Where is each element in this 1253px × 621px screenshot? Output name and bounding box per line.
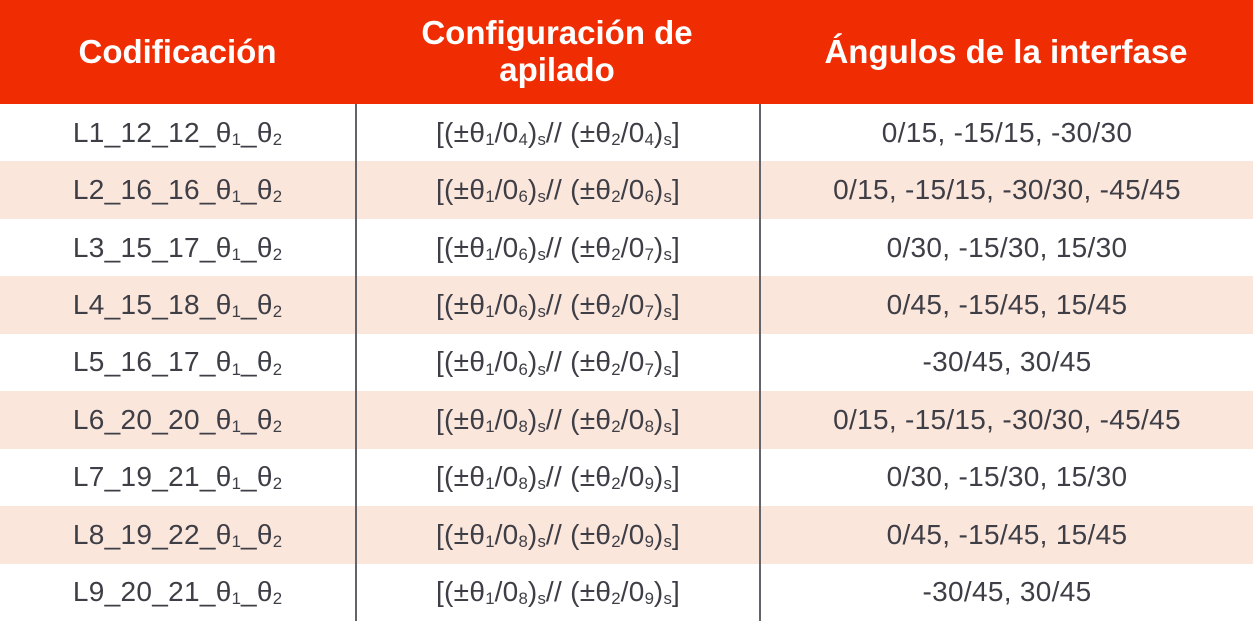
code-cell: L7_19_21_θ 1 _θ 2 (72, 461, 283, 494)
angles-cell: -30/45, 30/45 (759, 333, 1253, 392)
config-cell: [(±θ 1/0 6) s // (±θ 2/0 7) s] (355, 218, 759, 277)
config-cell: [(±θ 1/0 6) s // (±θ 2/0 7) s] (355, 333, 759, 392)
code-cell: L5_16_17_θ 1 _θ 2 (72, 346, 283, 379)
angles-cell: -30/45, 30/45 (759, 563, 1253, 621)
table-row: L3_15_17_θ 1 _θ 2 [(±θ 1/0 6) s // (±θ 2/0 7) s] … (0, 218, 1253, 277)
table-row: L5_16_17_θ 1 _θ 2 [(±θ 1/0 6) s // (±θ 2/0 7) s] … (0, 333, 1253, 392)
config-cell: [(±θ 1/0 6) s // (±θ 2/0 7) s] (355, 276, 759, 334)
table-row: L1_12_12_θ 1 _θ 2 [(±θ 1/0 4) s // (±θ 2/0 4) s] … (0, 104, 1253, 162)
table-row: L9_20_21_θ 1 _θ 2 [(±θ 1/0 8) s // (±θ 2/0 9) s] … (0, 563, 1253, 621)
table-row: L8_19_22_θ 1 _θ 2 [(±θ 1/0 8) s // (±θ 2/0 9) s] … (0, 506, 1253, 564)
code-cell: L8_19_22_θ 1 _θ 2 (72, 518, 283, 551)
angles-cell: 0/15, -15/15, -30/30, -45/45 (759, 391, 1253, 449)
header-codificacion-label: Codificación (78, 32, 277, 70)
config-cell: [(±θ 1/0 8) s // (±θ 2/0 9) s] (355, 563, 759, 621)
code-cell: L1_12_12_θ 1 _θ 2 (72, 116, 283, 149)
angles-cell: 0/45, -15/45, 15/45 (759, 506, 1253, 564)
table-body: L1_12_12_θ 1 _θ 2 [(±θ 1/0 4) s // (±θ 2/0 4) s] … (0, 104, 1253, 621)
header-angulos-interfase-label: Ángulos de la interfase (824, 32, 1188, 70)
config-cell: [(±θ 1/0 8) s // (±θ 2/0 9) s] (355, 448, 759, 507)
code-cell: L4_15_18_θ 1 _θ 2 (72, 289, 283, 322)
angles-cell: 0/30, -15/30, 15/30 (759, 218, 1253, 277)
code-cell: L3_15_17_θ 1 _θ 2 (72, 231, 283, 264)
angles-cell: 0/15, -15/15, -30/30, -45/45 (759, 161, 1253, 219)
code-cell: L9_20_21_θ 1 _θ 2 (72, 576, 283, 609)
header-configuracion-apilado-label: Configuración de apilado (421, 14, 693, 88)
code-cell: L2_16_16_θ 1 _θ 2 (72, 174, 283, 207)
config-cell: [(±θ 1/0 6) s // (±θ 2/0 6) s] (355, 161, 759, 219)
config-cell: [(±θ 1/0 4) s // (±θ 2/0 4) s] (355, 104, 759, 162)
config-cell: [(±θ 1/0 8) s // (±θ 2/0 8) s] (355, 391, 759, 449)
header-codificacion: Codificación (0, 0, 355, 104)
code-cell: L6_20_20_θ 1 _θ 2 (72, 403, 283, 436)
header-angulos-interfase: Ángulos de la interfase (759, 0, 1253, 104)
table-row: L2_16_16_θ 1 _θ 2 [(±θ 1/0 6) s // (±θ 2/0 6) s] … (0, 161, 1253, 219)
angles-cell: 0/45, -15/45, 15/45 (759, 276, 1253, 334)
table-row: L7_19_21_θ 1 _θ 2 [(±θ 1/0 8) s // (±θ 2/0 9) s] … (0, 448, 1253, 507)
angles-cell: 0/15, -15/15, -30/30 (759, 104, 1253, 162)
config-cell: [(±θ 1/0 8) s // (±θ 2/0 9) s] (355, 506, 759, 564)
header-configuracion-apilado: Configuración de apilado (355, 0, 759, 104)
table-header-row: Codificación Configuración de apilado Án… (0, 0, 1253, 104)
table-row: L4_15_18_θ 1 _θ 2 [(±θ 1/0 6) s // (±θ 2/0 7) s] … (0, 276, 1253, 334)
table-row: L6_20_20_θ 1 _θ 2 [(±θ 1/0 8) s // (±θ 2/0 8) s] … (0, 391, 1253, 449)
angles-cell: 0/30, -15/30, 15/30 (759, 448, 1253, 507)
